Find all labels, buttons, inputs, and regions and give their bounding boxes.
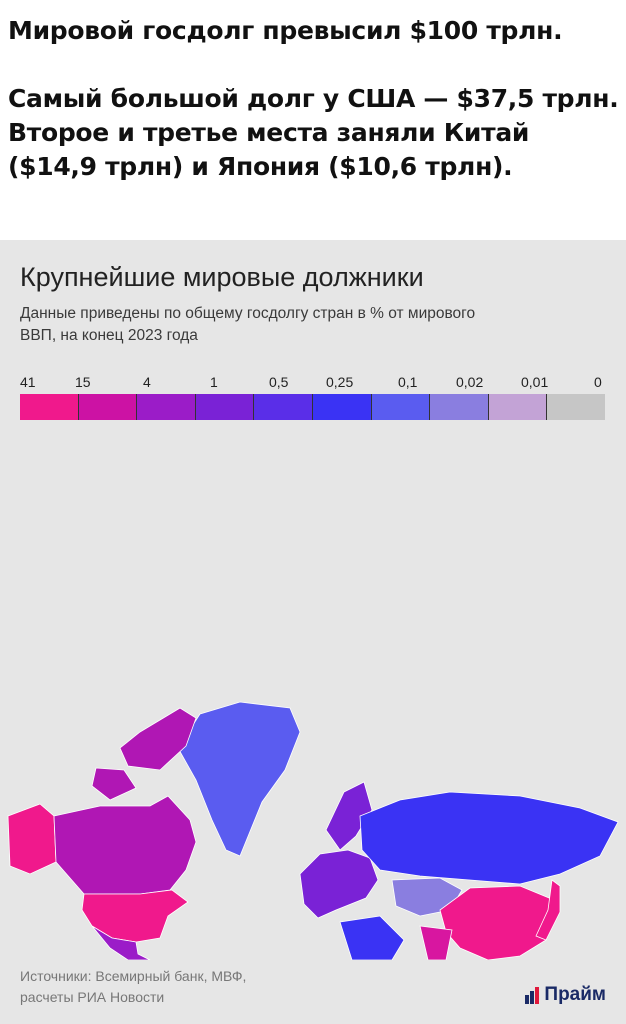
infographic-panel: Крупнейшие мировые должники Данные приве…	[0, 240, 626, 1024]
europe-region	[299, 849, 379, 919]
logo-bars-icon	[525, 986, 540, 1004]
legend-swatch	[137, 394, 196, 420]
legend-swatch	[195, 394, 255, 420]
chart-title: Крупнейшие мировые должники	[20, 262, 424, 292]
canada-arctic-islands	[91, 767, 137, 801]
alaska-region	[7, 803, 57, 875]
sources-line-1: Источники: Всемирный банк, МВФ,	[20, 968, 247, 984]
canada-arctic-islands	[119, 707, 197, 771]
chart-subtitle-line-2: ВВП, на конец 2023 года	[20, 327, 198, 344]
legend-label: 0,5	[269, 374, 289, 390]
mexico-region	[91, 925, 151, 960]
legend-swatch	[78, 394, 138, 420]
legend-color-bar	[20, 394, 605, 420]
legend-label: 0,01	[521, 374, 549, 390]
world-map	[7, 701, 619, 960]
scandinavia-region	[325, 781, 373, 851]
legend-labels: 41 15 4 1 0,5 0,25 0,1 0,02 0,01 0	[20, 374, 605, 394]
headline-line-3: Второе и третье места заняли Китай	[8, 118, 530, 147]
middle-east-region	[339, 915, 405, 960]
legend-label: 0,1	[398, 374, 418, 390]
usa-region	[81, 889, 189, 943]
logo-bar	[525, 994, 530, 1004]
legend-label: 0,25	[326, 374, 354, 390]
legend-label: 15	[75, 374, 91, 390]
color-legend: 41 15 4 1 0,5 0,25 0,1 0,02 0,01 0	[20, 374, 605, 420]
legend-swatch	[312, 394, 372, 420]
legend-swatch	[20, 394, 79, 420]
sources-line-2: расчеты РИА Новости	[20, 989, 165, 1005]
legend-label: 41	[20, 374, 36, 390]
legend-swatch	[254, 394, 313, 420]
headline: Мировой госдолг превысил $100 трлн. Самы…	[8, 14, 620, 184]
headline-line-1: Мировой госдолг превысил $100 трлн.	[8, 16, 563, 45]
logo-bar	[535, 986, 540, 1004]
japan-region	[535, 879, 561, 941]
headline-line-2: Самый большой долг у США — $37,5 трлн.	[8, 84, 619, 113]
legend-swatch	[430, 394, 489, 420]
legend-swatch	[371, 394, 431, 420]
greenland-region	[177, 701, 301, 857]
legend-label: 0,02	[456, 374, 484, 390]
legend-label: 4	[143, 374, 151, 390]
logo-bar	[530, 990, 535, 1004]
russia-region	[359, 791, 619, 885]
legend-label: 1	[210, 374, 218, 390]
chart-subtitle-line-1: Данные приведены по общему госдолгу стра…	[20, 305, 476, 322]
legend-swatch	[488, 394, 548, 420]
legend-swatch	[547, 394, 605, 420]
logo-text: Прайм	[544, 984, 606, 1005]
chart-subtitle: Данные приведены по общему госдолгу стра…	[20, 303, 600, 347]
prime-logo: Прайм	[525, 984, 606, 1006]
china-region	[439, 885, 555, 960]
sources-note: Источники: Всемирный банк, МВФ, расчеты …	[20, 966, 246, 1008]
legend-label: 0	[594, 374, 602, 390]
canada-region	[53, 795, 197, 895]
headline-line-4: ($14,9 трлн) и Япония ($10,6 трлн).	[8, 152, 513, 181]
india-region	[419, 925, 453, 960]
